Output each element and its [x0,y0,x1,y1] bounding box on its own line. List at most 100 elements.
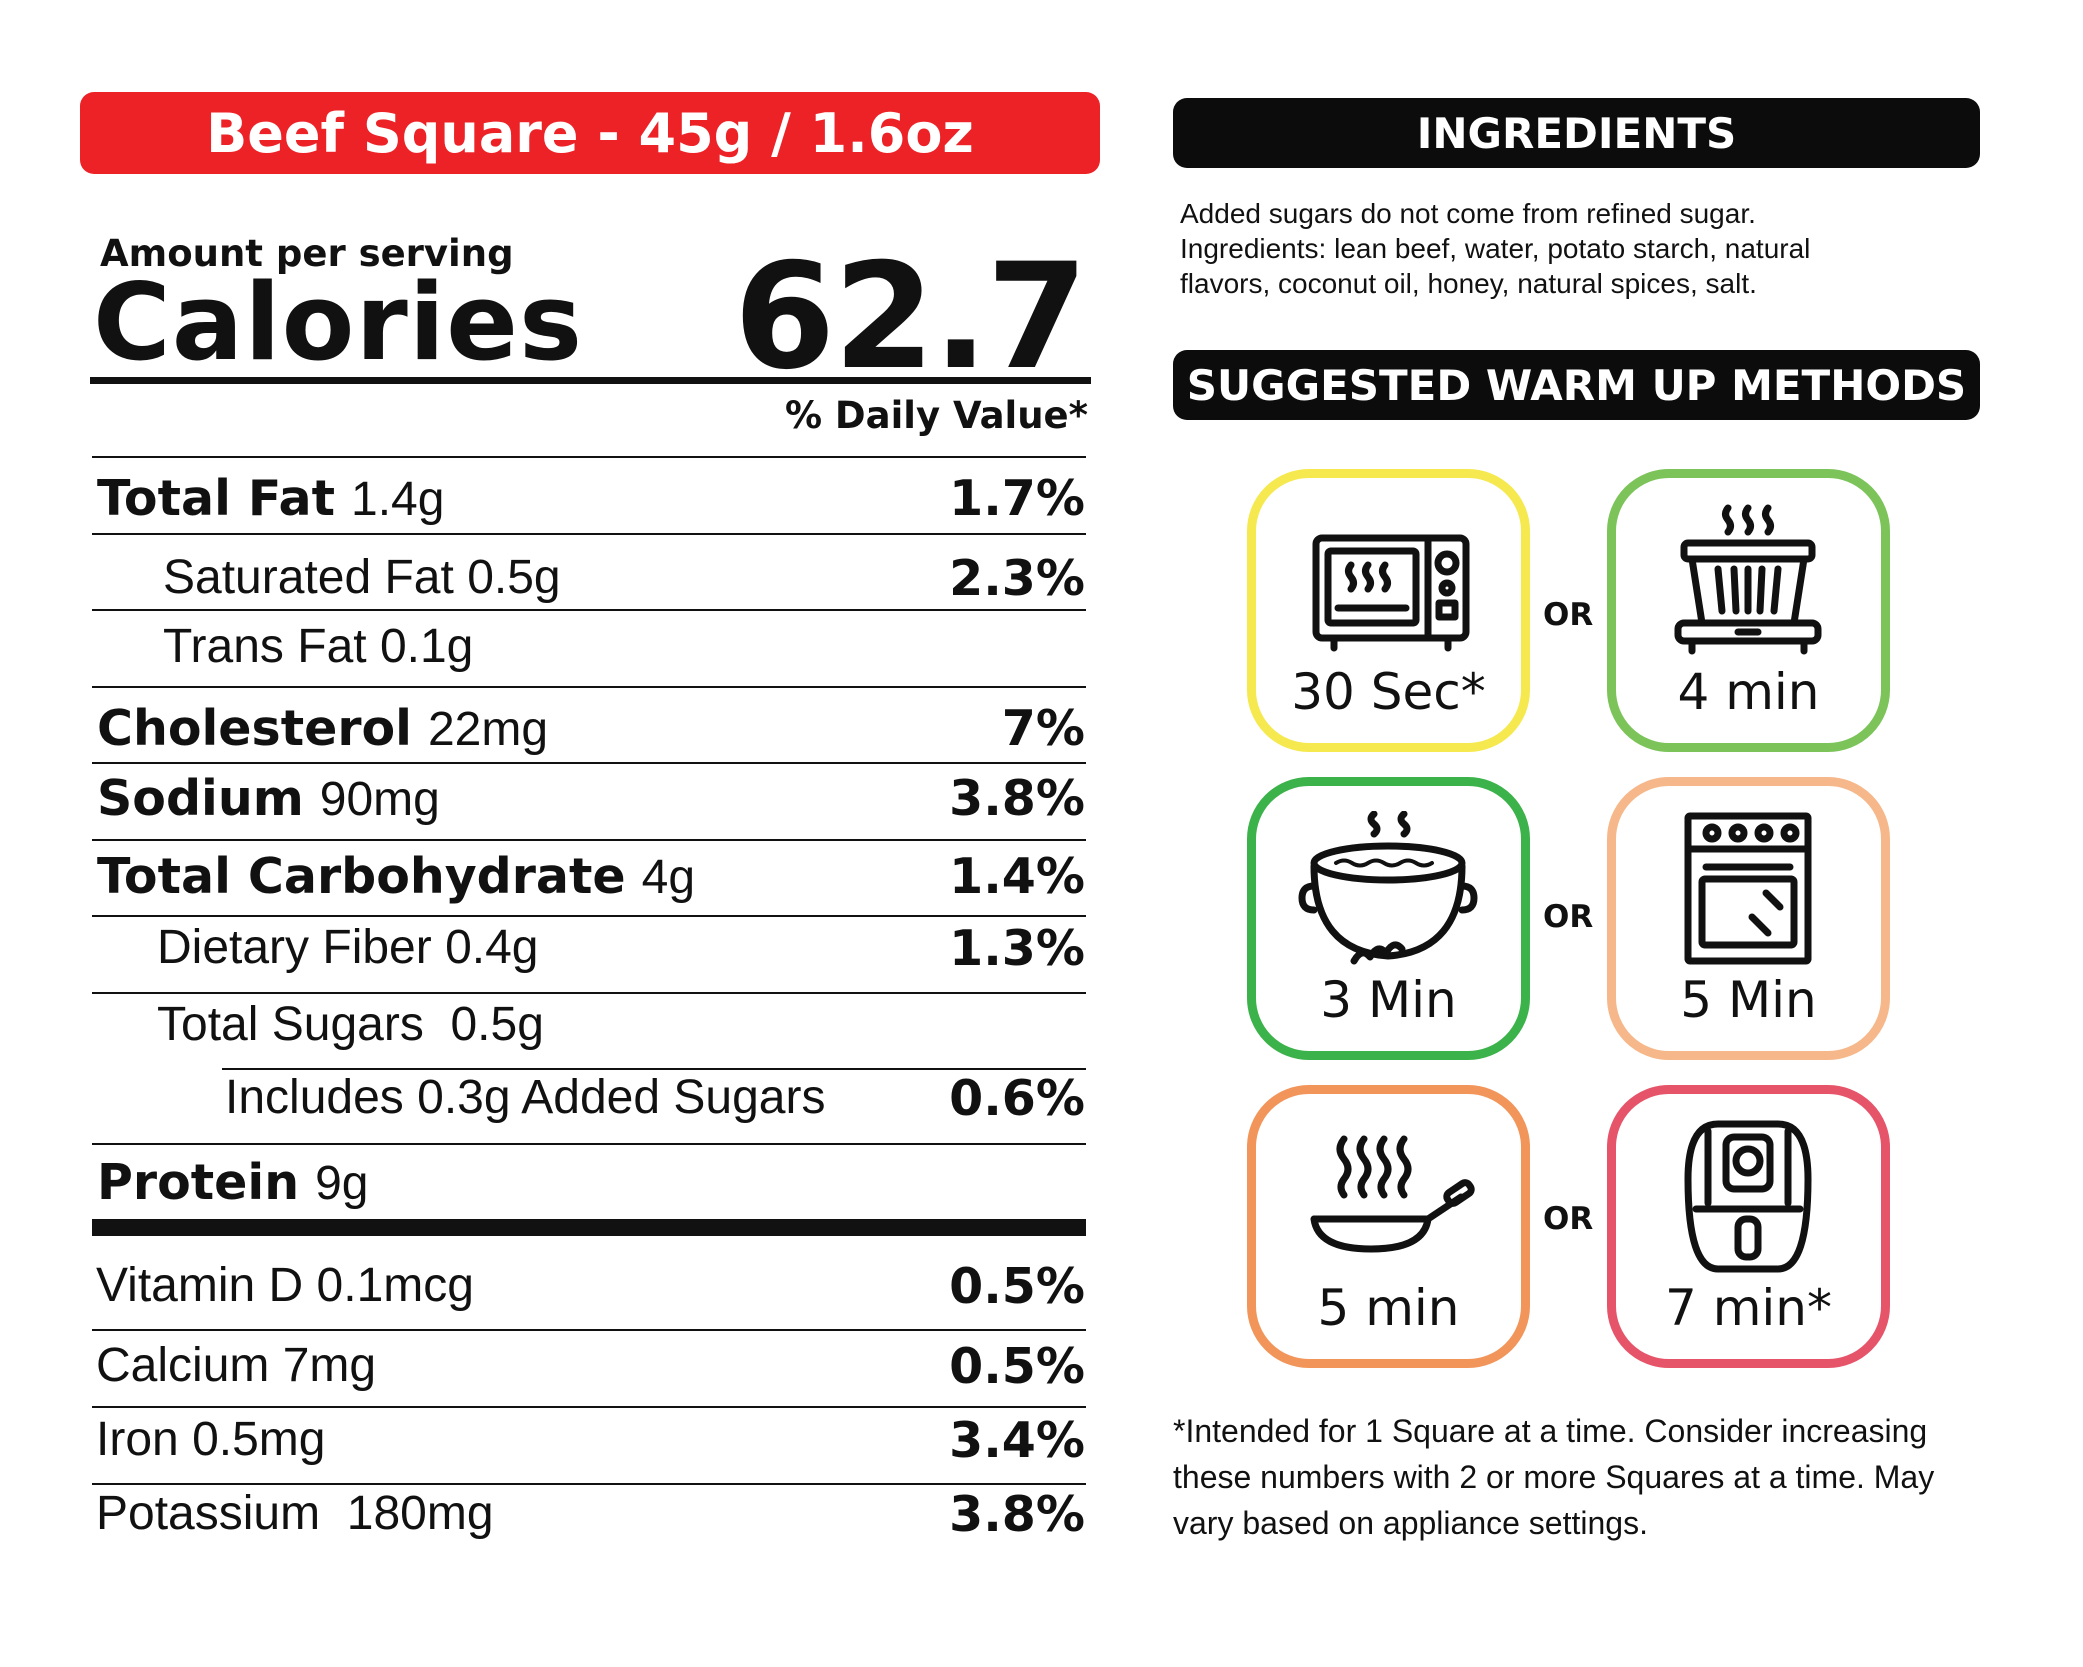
calories-label: Calories [93,261,584,384]
vitamin-name: Iron [96,1413,179,1466]
vitamin-amount: 180mg [346,1487,494,1540]
nutrient-amount: 9g [315,1157,369,1210]
vitamin-row-potassium: Potassium 180mg 3.8% [0,1486,2083,1546]
divider [92,1406,1086,1408]
daily-value-header: % Daily Value* [784,394,1088,437]
nutrient-daily-value: 2.3% [949,550,1085,607]
ingredients-line: Added sugars do not come from refined su… [1180,198,1756,229]
or-label: OR [1543,597,1594,633]
divider [92,1329,1086,1331]
method-card-air-fryer: 7 min* [1607,1085,1890,1368]
footnote: *Intended for 1 Square at a time. Consid… [1173,1408,2003,1546]
ingredients-line: flavors, coconut oil, honey, natural spi… [1180,268,1757,299]
warmup-heading: SUGGESTED WARM UP METHODS [1173,350,1980,420]
method-time: 7 min* [1665,1279,1832,1337]
divider [92,992,1086,994]
method-card-microwave: 30 Sec* [1247,469,1530,752]
nutrient-amount: 4g [641,851,696,904]
nutrient-name: Cholesterol [97,700,412,757]
nutrient-row-sodium: Sodium 90mg 3.8% [0,770,2083,830]
vitamin-name: Vitamin D [96,1259,304,1312]
nutrient-daily-value: 1.7% [949,470,1085,527]
nutrient-row-total-carbohydrate: Total Carbohydrate 4g 1.4% [0,848,2083,908]
nutrient-amount: 0.1g [379,620,474,673]
footnote-line: these numbers with 2 or more Squares at … [1173,1459,1935,1495]
nutrient-amount: 22mg [427,703,549,756]
nutrient-row-protein: Protein 9g [0,1154,2083,1214]
divider [92,762,1086,764]
or-label: OR [1543,899,1594,935]
nutrient-amount: 0.5g [450,998,544,1051]
nutrient-name: Sodium [97,770,304,827]
nutrient-name: Trans Fat [163,620,367,673]
nutrient-name: Protein [97,1154,300,1211]
oven-icon [1684,812,1812,965]
vitamin-amount: 7mg [282,1339,377,1392]
vitamin-amount: 0.5mg [192,1413,326,1466]
vitamin-amount: 0.1mcg [316,1259,474,1312]
nutrient-row-dietary-fiber: Dietary Fiber 0.4g 1.3% [0,920,2083,980]
nutrient-amount: 0.3g Added Sugars [417,1071,826,1124]
divider [92,1143,1086,1145]
vitamin-daily-value: 0.5% [949,1338,1085,1395]
divider [92,686,1086,688]
method-time: 4 min [1677,663,1820,721]
nutrient-row-saturated-fat: Saturated Fat 0.5g 2.3% [0,550,2083,610]
calories-value: 62.7 [733,232,1088,402]
nutrient-name: Total Fat [97,470,336,527]
nutrient-name: Dietary Fiber [157,921,432,974]
nutrient-name: Total Carbohydrate [97,848,626,905]
vitamin-daily-value: 0.5% [949,1258,1085,1315]
method-time: 5 min [1317,1279,1460,1337]
nutrient-name: Includes [225,1071,404,1124]
nutrient-amount: 1.4g [351,473,445,526]
method-card-boiling-pot: 3 Min [1247,777,1530,1060]
ingredients-line: Ingredients: lean beef, water, potato st… [1180,233,1811,264]
method-card-frying-pan: 5 min [1247,1085,1530,1368]
divider [92,456,1086,458]
nutrient-row-total-sugars: Total Sugars 0.5g [0,997,2083,1057]
steamer-icon [1674,504,1822,655]
nutrient-name: Total Sugars [157,998,424,1051]
boiling-pot-icon [1298,811,1478,965]
amount-per-serving-label: Amount per serving [100,232,514,275]
nutrient-row-cholesterol: Cholesterol 22mg 7% [0,700,2083,760]
divider [222,1068,1086,1070]
protein-thick-divider [92,1219,1086,1236]
calories-divider [90,377,1091,384]
air-fryer-icon [1684,1120,1812,1273]
method-time: 3 Min [1320,971,1457,1029]
method-time: 5 Min [1680,971,1817,1029]
vitamin-row-calcium: Calcium 7mg 0.5% [0,1338,2083,1398]
frying-pan-icon [1310,1135,1475,1253]
method-card-steamer: 4 min [1607,469,1890,752]
nutrient-amount: 0.5g [467,551,561,604]
divider [92,839,1086,841]
nutrient-amount: 90mg [319,773,440,826]
vitamin-row-vitamin-d: Vitamin D 0.1mcg 0.5% [0,1258,2083,1318]
method-card-oven: 5 Min [1607,777,1890,1060]
footnote-line: vary based on appliance settings. [1173,1505,1648,1541]
nutrient-name: Saturated Fat [163,551,454,604]
footnote-line: *Intended for 1 Square at a time. Consid… [1173,1413,1928,1449]
vitamin-daily-value: 3.8% [949,1486,1085,1543]
nutrient-daily-value: 0.6% [949,1070,1085,1127]
vitamin-name: Calcium [96,1339,270,1392]
nutrient-amount: 0.4g [445,921,539,974]
vitamin-row-iron: Iron 0.5mg 3.4% [0,1412,2083,1472]
method-time: 30 Sec* [1291,663,1486,721]
divider [92,533,1086,535]
divider [92,609,1086,611]
vitamin-name: Potassium [96,1487,321,1540]
nutrient-row-trans-fat: Trans Fat 0.1g [0,619,2083,679]
ingredients-heading: INGREDIENTS [1173,98,1980,168]
ingredients-text: Added sugars do not come from refined su… [1180,196,1940,301]
nutrient-daily-value: 1.3% [949,920,1085,977]
or-label: OR [1543,1201,1594,1237]
nutrient-row-total-fat: Total Fat 1.4g 1.7% [0,470,2083,530]
product-title: Beef Square - 45g / 1.6oz [80,92,1100,174]
nutrient-row-added-sugars: Includes 0.3g Added Sugars 0.6% [0,1070,2083,1130]
vitamin-daily-value: 3.4% [949,1412,1085,1469]
nutrient-daily-value: 3.8% [949,770,1085,827]
nutrient-daily-value: 7% [1001,700,1085,757]
